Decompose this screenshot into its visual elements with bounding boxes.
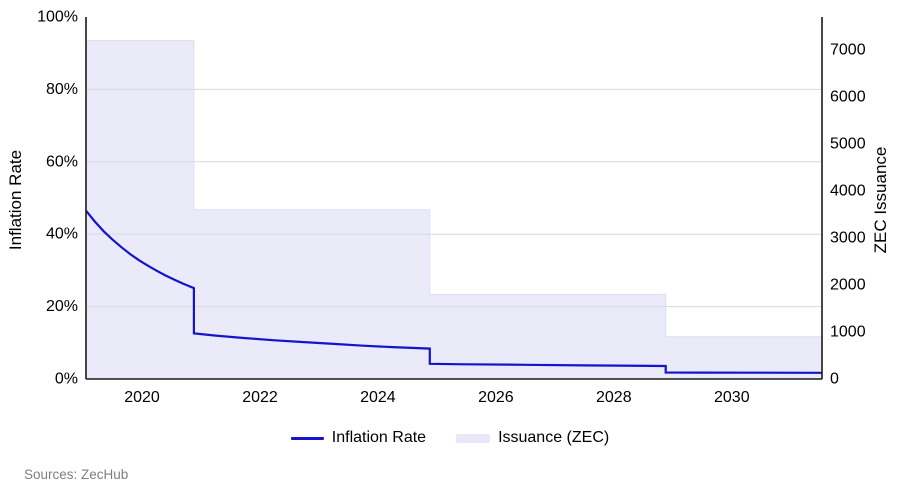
right-axis-title: ZEC Issuance [871, 147, 890, 254]
x-tick-label: 2030 [714, 389, 750, 406]
legend: Inflation Rate Issuance (ZEC) [0, 429, 900, 447]
left-axis-title: Inflation Rate [6, 150, 25, 250]
legend-item-inflation-rate[interactable]: Inflation Rate [290, 429, 427, 447]
gridline-layer [86, 88, 822, 308]
left-tick-label: 20% [46, 298, 78, 315]
tick-label-layer: 0% 20% 40% 60% 80% 100% 0 1000 2000 3000 4000 5000 6… [37, 9, 866, 407]
left-tick-label: 60% [46, 153, 78, 170]
right-tick-label: 3000 [830, 230, 866, 247]
legend-label-issuance: Issuance (ZEC) [498, 429, 610, 446]
x-tick-label: 2020 [124, 389, 160, 406]
inflation-line [85, 210, 823, 374]
source-note: Sources: ZecHub [24, 467, 129, 482]
left-tick-label: 80% [46, 81, 78, 98]
inflation-line-layer [85, 210, 823, 374]
plot-svg: 0% 20% 40% 60% 80% 100% 0 1000 2000 3000 4000 5000 6… [6, 9, 890, 407]
right-tick-label: 6000 [830, 88, 866, 105]
legend-item-issuance[interactable]: Issuance (ZEC) [456, 429, 609, 447]
axis-layer [85, 17, 823, 380]
x-tick-label: 2022 [242, 389, 278, 406]
x-tick-label: 2024 [360, 389, 396, 406]
issuance-area [85, 40, 823, 380]
x-tick-label: 2026 [478, 389, 514, 406]
right-tick-label: 7000 [830, 41, 866, 58]
right-tick-label: 4000 [830, 182, 866, 199]
issuance-area-layer [85, 40, 823, 380]
right-tick-label: 1000 [830, 324, 866, 341]
left-tick-label: 0% [55, 371, 78, 388]
right-tick-label: 2000 [830, 277, 866, 294]
left-tick-label: 100% [37, 9, 78, 26]
right-tick-label: 0 [830, 371, 839, 388]
left-tick-label: 40% [46, 226, 78, 243]
right-tick-label: 5000 [830, 135, 866, 152]
x-tick-label: 2028 [596, 389, 632, 406]
inflation-line-swatch [290, 436, 324, 440]
issuance-band-swatch [456, 433, 491, 443]
legend-label-inflation-rate: Inflation Rate [331, 429, 427, 446]
